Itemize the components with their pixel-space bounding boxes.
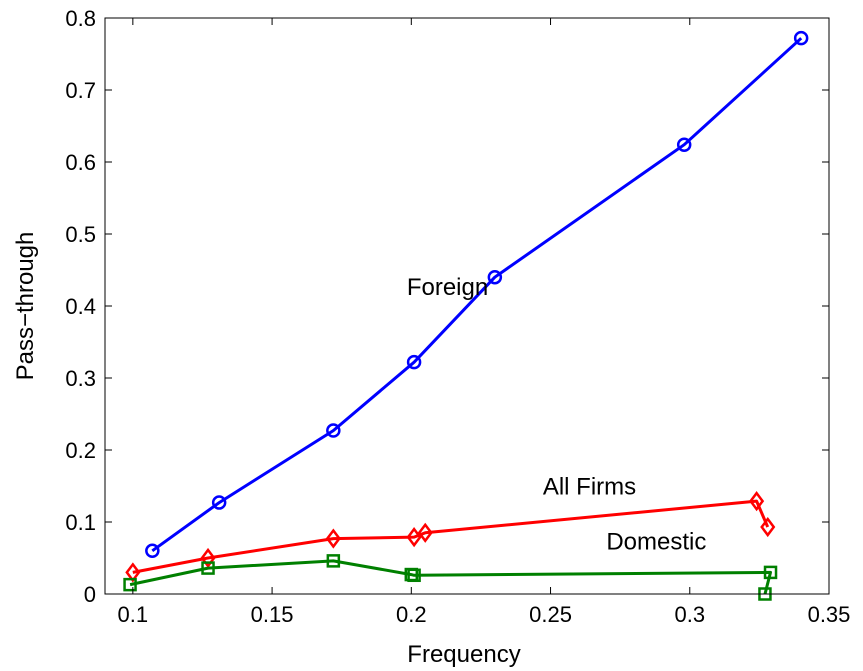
data-point-foreign — [793, 30, 809, 46]
data-point-foreign — [326, 423, 341, 438]
data-point-domestic — [201, 561, 215, 575]
data-point-all-firms — [125, 562, 141, 583]
data-point-domestic — [407, 568, 421, 583]
series-line-foreign — [151, 37, 803, 553]
series-line-domestic — [129, 559, 772, 595]
y-tick-label: 0.4 — [65, 294, 96, 319]
data-point-domestic — [123, 577, 137, 592]
annotation-label: Foreign — [407, 274, 488, 301]
y-ticks: 0 0.1 0.2 0.3 0.4 0.5 0.6 0.7 0.8 — [65, 6, 829, 607]
data-point-domestic — [326, 554, 341, 568]
data-point-foreign — [145, 543, 160, 559]
data-point-all-firms — [417, 522, 433, 543]
annotation-label: All Firms — [543, 474, 636, 501]
x-tick-label: 0.15 — [251, 602, 294, 627]
y-tick-label: 0.6 — [65, 150, 96, 175]
y-axis-label: Pass−through — [12, 232, 39, 381]
data-point-foreign — [406, 354, 422, 370]
data-point-all-firms — [200, 547, 216, 569]
x-tick-label: 0.2 — [396, 602, 427, 627]
x-tick-label: 0.3 — [674, 602, 705, 627]
data-point-foreign — [487, 269, 503, 285]
series-layer — [123, 30, 809, 601]
data-point-foreign — [676, 137, 692, 152]
annotation-label: Domestic — [606, 528, 706, 555]
series-line-all-firms — [132, 499, 770, 574]
annotation-layer: Foreign All Firms Domestic — [407, 274, 707, 555]
y-tick-label: 0.1 — [65, 510, 96, 535]
x-tick-label: 0.25 — [529, 602, 572, 627]
x-ticks: 0.1 0.15 0.2 0.25 0.3 0.35 — [118, 18, 851, 627]
y-tick-label: 0.3 — [65, 366, 96, 391]
y-tick-label: 0.2 — [65, 438, 96, 463]
y-tick-label: 0.7 — [65, 78, 96, 103]
data-point-all-firms — [749, 491, 765, 512]
y-tick-label: 0.5 — [65, 222, 96, 247]
data-point-foreign — [211, 495, 227, 510]
data-point-all-firms — [406, 527, 422, 548]
data-point-all-firms — [325, 528, 341, 549]
y-tick-label: 0 — [84, 582, 96, 607]
data-point-all-firms — [760, 516, 776, 538]
data-point-domestic — [763, 565, 778, 580]
x-tick-label: 0.35 — [808, 602, 851, 627]
y-tick-label: 0.8 — [65, 6, 96, 31]
x-axis-label: Frequency — [407, 641, 520, 668]
x-tick-label: 0.1 — [118, 602, 149, 627]
